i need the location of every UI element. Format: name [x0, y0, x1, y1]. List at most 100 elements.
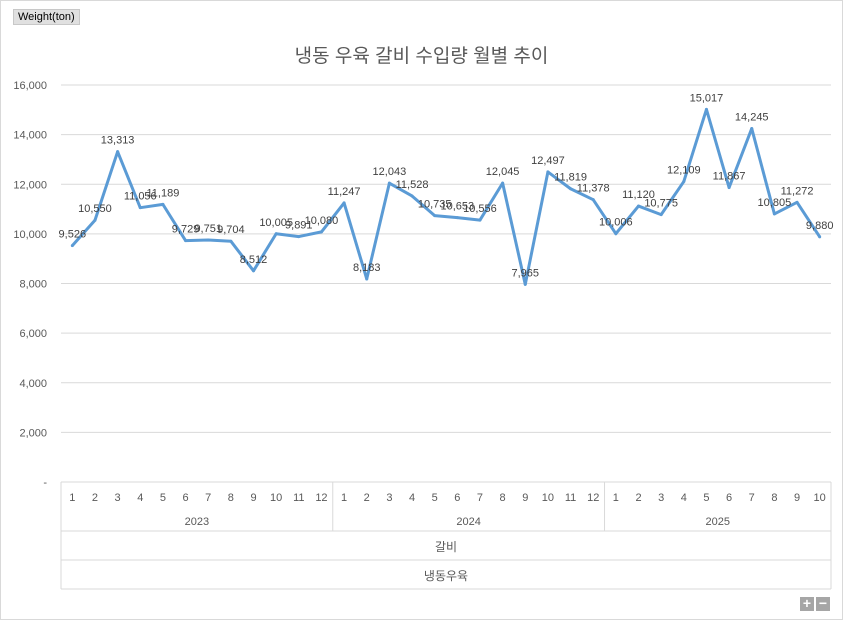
year-label: 2025: [706, 516, 730, 528]
data-point: [297, 235, 301, 239]
y-tick-label: 2,000: [19, 427, 47, 439]
data-label: 10,735: [418, 199, 452, 211]
x-tick-label: 5: [432, 492, 438, 504]
data-point: [365, 277, 369, 281]
data-point: [229, 239, 233, 243]
x-tick-label: 3: [658, 492, 664, 504]
x-tick-label: 10: [270, 492, 282, 504]
data-label: 9,880: [806, 220, 834, 232]
data-point: [591, 198, 595, 202]
x-tick-label: 4: [137, 492, 143, 504]
data-label: 12,043: [373, 166, 407, 178]
x-tick-label: 2: [364, 492, 370, 504]
data-point: [138, 206, 142, 210]
x-tick-label: 1: [69, 492, 75, 504]
x-tick-label: 9: [794, 492, 800, 504]
data-label: 11,247: [328, 186, 361, 198]
data-label: 11,867: [713, 171, 746, 183]
data-label: 11,819: [554, 172, 587, 184]
data-label: 10,550: [78, 203, 112, 215]
data-point: [387, 181, 391, 185]
data-label: 8,183: [353, 262, 381, 274]
x-tick-label: 8: [771, 492, 777, 504]
x-tick-label: 3: [115, 492, 121, 504]
y-tick-label: 8,000: [19, 279, 47, 291]
data-label: 12,109: [667, 165, 701, 177]
data-label: 10,006: [599, 217, 633, 229]
x-tick-label: 10: [542, 492, 554, 504]
x-tick-label: 5: [703, 492, 709, 504]
year-label: 2023: [185, 516, 209, 528]
data-point: [161, 202, 165, 206]
data-point: [455, 216, 459, 220]
x-tick-label: 7: [749, 492, 755, 504]
x-tick-label: 6: [182, 492, 188, 504]
data-label: 7,965: [511, 267, 539, 279]
data-point: [478, 218, 482, 222]
y-field-button[interactable]: Weight(ton): [13, 9, 80, 25]
chart-title: 냉동 우육 갈비 수입량 월별 추이: [294, 46, 549, 67]
data-label: 15,017: [690, 92, 724, 104]
x-tick-label: 11: [565, 492, 576, 504]
data-point: [206, 238, 210, 242]
year-label: 2024: [456, 516, 480, 528]
data-point: [274, 232, 278, 236]
data-point: [523, 282, 527, 286]
data-point: [614, 232, 618, 236]
data-label: 12,045: [486, 166, 520, 178]
data-label: 10,653: [440, 201, 474, 213]
data-point: [750, 127, 754, 131]
data-point: [116, 150, 120, 154]
y-tick-label: 14,000: [13, 130, 47, 142]
x-tick-label: 8: [500, 492, 506, 504]
y-tick-label: 6,000: [19, 328, 47, 340]
data-point: [569, 187, 573, 191]
data-label: 9,891: [285, 220, 313, 232]
x-tick-label: 12: [587, 492, 599, 504]
data-label: 8,512: [240, 254, 268, 266]
x-tick-label: 9: [250, 492, 256, 504]
x-tick-label: 6: [454, 492, 460, 504]
data-point: [342, 201, 346, 205]
data-label: 11,189: [146, 187, 179, 199]
category-level2-label: 갈비: [435, 540, 457, 554]
y-tick-label: 10,000: [13, 229, 47, 241]
data-label: 12,497: [531, 155, 565, 167]
x-tick-label: 2: [92, 492, 98, 504]
y-tick-label: -: [43, 477, 47, 489]
data-point: [682, 180, 686, 184]
x-tick-label: 1: [341, 492, 347, 504]
data-label: 14,245: [735, 112, 769, 124]
expand-button[interactable]: +: [800, 596, 814, 611]
y-tick-label: 12,000: [13, 179, 47, 191]
collapse-button[interactable]: −: [816, 596, 830, 611]
data-label: 13,313: [101, 135, 135, 147]
data-point: [93, 218, 97, 222]
x-tick-label: 1: [613, 492, 619, 504]
data-label: 10,080: [305, 215, 339, 227]
series-line: [71, 107, 821, 286]
data-label: 11,120: [622, 189, 655, 201]
x-tick-label: 4: [681, 492, 687, 504]
data-point: [184, 239, 188, 243]
category-level3-label: 냉동우육: [424, 569, 468, 583]
data-point: [252, 269, 255, 273]
x-tick-label: 4: [409, 492, 415, 504]
data-label: 10,805: [758, 197, 792, 209]
x-tick-label: 8: [228, 492, 234, 504]
data-label: 9,729: [172, 224, 200, 236]
data-label: 11,378: [577, 183, 610, 195]
x-tick-label: 12: [315, 492, 327, 504]
data-point: [772, 212, 776, 216]
data-point: [795, 200, 799, 204]
data-label: 10,005: [259, 217, 293, 229]
data-point: [319, 230, 323, 234]
data-label: 9,751: [194, 223, 222, 235]
data-point: [637, 204, 640, 208]
data-point: [501, 181, 505, 185]
x-tick-label: 2: [635, 492, 641, 504]
data-point: [659, 213, 663, 217]
x-tick-label: 5: [160, 492, 166, 504]
